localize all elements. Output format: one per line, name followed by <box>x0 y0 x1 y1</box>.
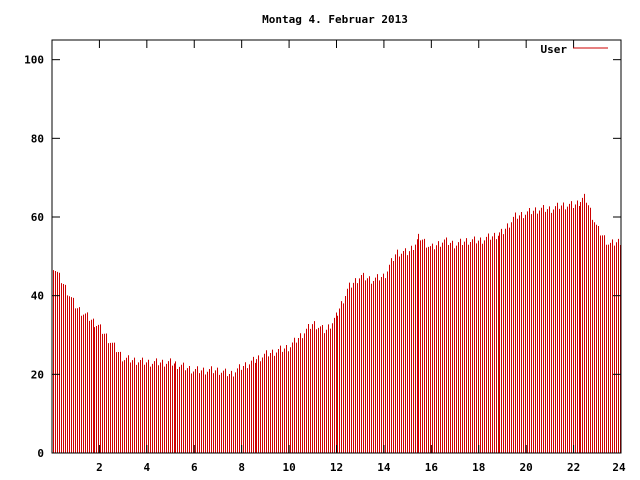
bars <box>53 193 621 453</box>
x-tick-label: 24 <box>612 461 626 474</box>
x-tick-label: 10 <box>282 461 295 474</box>
y-tick-label: 0 <box>37 447 44 460</box>
y-tick-label: 40 <box>31 290 44 303</box>
x-tick-label: 20 <box>520 461 533 474</box>
x-tick-label: 16 <box>425 461 439 474</box>
y-tick-label: 80 <box>31 132 44 145</box>
legend: User <box>541 43 608 56</box>
x-tick-label: 8 <box>238 461 245 474</box>
x-tick-label: 6 <box>191 461 198 474</box>
chart-title: Montag 4. Februar 2013 <box>262 13 408 26</box>
x-tick-label: 12 <box>330 461 343 474</box>
x-tick-label: 4 <box>144 461 151 474</box>
legend-label: User <box>541 43 568 56</box>
y-tick-label: 20 <box>31 368 44 381</box>
y-axis: 0 20 40 60 80 100 <box>24 54 621 460</box>
x-tick-label: 22 <box>567 461 580 474</box>
y-tick-label: 60 <box>31 211 44 224</box>
x-tick-label: 14 <box>377 461 391 474</box>
x-tick-label: 18 <box>472 461 485 474</box>
x-axis: 2 4 6 8 10 12 14 16 18 20 22 24 <box>96 40 626 474</box>
x-tick-label: 2 <box>96 461 103 474</box>
y-tick-label: 100 <box>24 54 44 67</box>
